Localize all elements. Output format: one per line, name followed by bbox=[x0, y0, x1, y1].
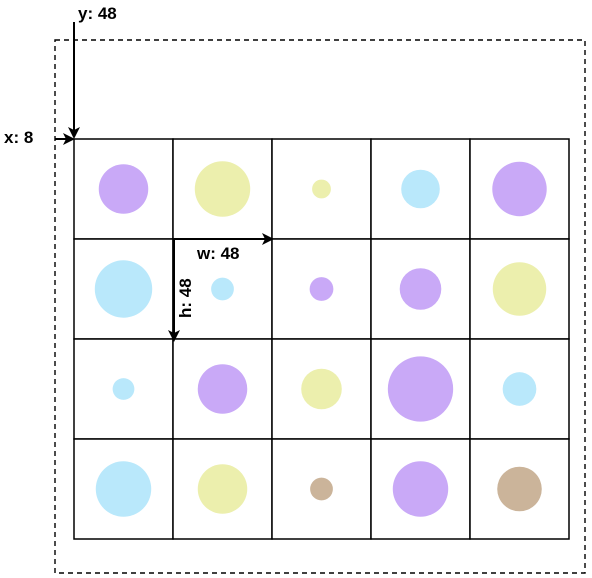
purple-circle bbox=[98, 164, 149, 214]
purple-circle bbox=[309, 277, 334, 301]
brown-circle bbox=[310, 477, 333, 501]
purple-circle bbox=[392, 461, 449, 517]
blue-circle bbox=[94, 260, 153, 318]
yellow-circle bbox=[301, 368, 342, 410]
blue-circle bbox=[112, 378, 135, 400]
purple-circle bbox=[492, 161, 547, 217]
grid-cells bbox=[73, 138, 570, 540]
purple-circle bbox=[387, 356, 454, 422]
blue-circle bbox=[401, 169, 440, 209]
grid-cell bbox=[73, 438, 174, 540]
blue-circle bbox=[211, 277, 234, 301]
y-offset-label: y: 48 bbox=[78, 4, 117, 23]
yellow-circle bbox=[492, 262, 547, 316]
yellow-circle bbox=[312, 179, 331, 199]
brown-circle bbox=[497, 466, 542, 512]
blue-circle bbox=[95, 461, 152, 517]
blue-circle bbox=[502, 372, 537, 406]
yellow-circle bbox=[197, 464, 248, 514]
x-offset-label: x: 8 bbox=[4, 128, 33, 147]
purple-circle bbox=[197, 364, 248, 414]
yellow-circle bbox=[194, 161, 251, 217]
purple-circle bbox=[399, 268, 442, 310]
width-label: w: 48 bbox=[196, 244, 240, 263]
height-label: h: 48 bbox=[176, 278, 195, 318]
container-outline bbox=[54, 39, 586, 574]
